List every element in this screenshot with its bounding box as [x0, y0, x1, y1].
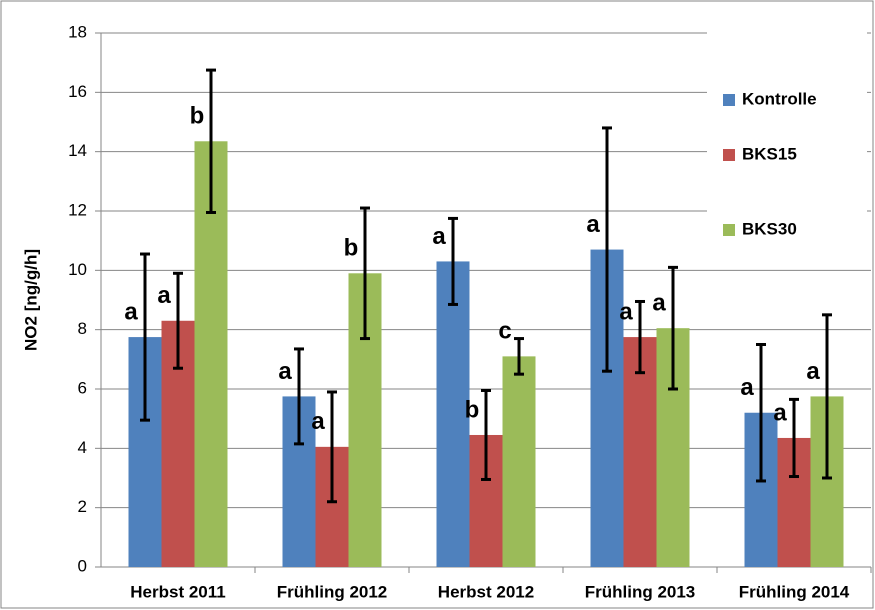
significance-letter: a	[740, 374, 754, 401]
y-tick-label: 0	[78, 556, 87, 575]
significance-letter: a	[124, 298, 138, 325]
significance-letter: a	[278, 358, 292, 385]
significance-letter: a	[432, 223, 446, 250]
significance-letter: a	[806, 358, 820, 385]
legend-label: BKS30	[742, 219, 797, 238]
y-tick-label: 10	[68, 260, 87, 279]
x-tick-label: Herbst 2012	[438, 582, 534, 601]
significance-letter: a	[652, 290, 666, 317]
legend-label: BKS15	[742, 144, 797, 163]
y-tick-label: 2	[78, 497, 87, 516]
y-axis-label: NO2 [ng/g/h]	[21, 249, 40, 351]
y-tick-label: 14	[68, 141, 87, 160]
y-tick-label: 4	[78, 438, 87, 457]
y-tick-label: 16	[68, 82, 87, 101]
significance-letter: a	[619, 298, 633, 325]
x-tick-label: Frühling 2013	[585, 582, 696, 601]
y-tick-label: 18	[68, 22, 87, 41]
significance-letter: a	[311, 408, 325, 435]
significance-letter: b	[465, 396, 480, 423]
legend-swatch	[723, 224, 735, 236]
significance-letter: b	[344, 235, 359, 262]
bar	[623, 337, 657, 567]
legend-swatch	[723, 149, 735, 161]
significance-letter: a	[773, 399, 787, 426]
y-tick-label: 8	[78, 319, 87, 338]
x-tick-label: Frühling 2012	[277, 582, 388, 601]
significance-letter: a	[586, 211, 600, 238]
y-tick-label: 12	[68, 200, 87, 219]
significance-letter: b	[190, 103, 205, 130]
x-tick-label: Frühling 2014	[739, 582, 850, 601]
bar	[502, 356, 536, 567]
y-tick-label: 6	[78, 378, 87, 397]
legend-label: Kontrolle	[742, 89, 817, 108]
significance-letter: a	[157, 282, 171, 309]
legend-swatch	[723, 94, 735, 106]
x-tick-label: Herbst 2011	[130, 582, 225, 601]
bar	[436, 261, 470, 567]
significance-letter: c	[498, 318, 511, 345]
